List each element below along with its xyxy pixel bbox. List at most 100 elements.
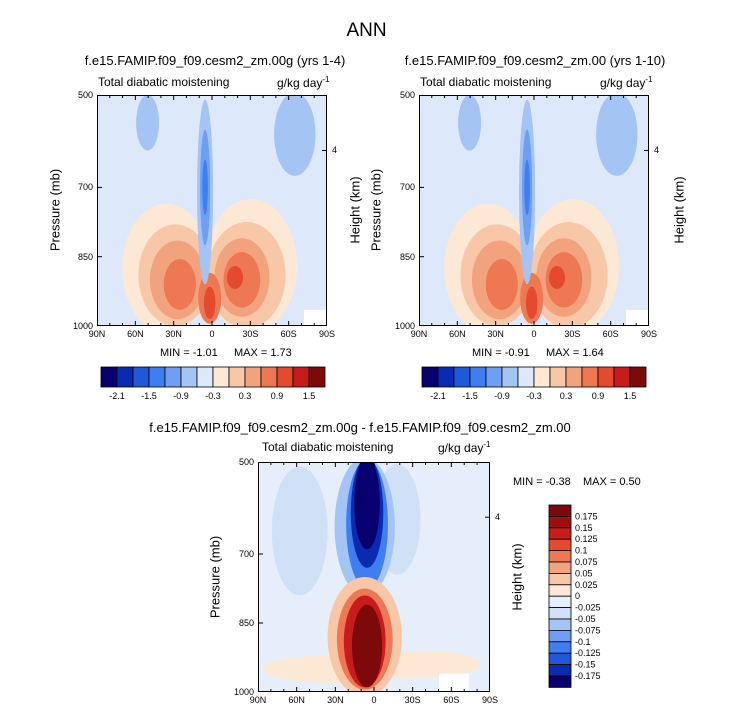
colorbar2-swatch [501, 366, 519, 388]
colorbar3-tick-label: 0.125 [575, 534, 598, 544]
colorbar1-tick-label: 1.5 [303, 391, 316, 401]
colorbar2-swatch [581, 366, 599, 388]
colorbar1-swatch [100, 366, 118, 388]
panel2-blue-nh-patch [458, 95, 482, 151]
colorbar2-tick-label: -0.3 [526, 391, 542, 401]
panel3-min: MIN = -0.38 [513, 476, 571, 488]
panel1-xtick-label: 90N [88, 329, 106, 339]
panel2-xtick-label: 60N [449, 329, 466, 339]
colorbar2-tick-label: -1.5 [462, 391, 478, 401]
panel2-variable-label: Total diabatic moistening [420, 75, 552, 89]
panel2-field [419, 95, 649, 326]
panel2-ytick-label: 1000 [394, 321, 415, 331]
colorbar3-tick-label: 0.05 [575, 568, 593, 578]
panel3-red-core [351, 604, 383, 688]
colorbar1-swatch [308, 366, 326, 388]
colorbar2-tick-label: -2.1 [430, 391, 446, 401]
panel3-ytick-label: 700 [238, 549, 254, 559]
panel2-units-exp: -1 [645, 75, 653, 84]
panel3-variable-label: Total diabatic moistening [262, 440, 394, 454]
panel3-xtick-label: 0 [371, 695, 377, 705]
panel2-min: MIN = -0.91 [472, 347, 530, 359]
colorbar1-tick-label: 0.3 [239, 391, 252, 401]
colorbar3-tick-label: 0 [575, 591, 580, 601]
panel3-xtick-label: 90S [481, 695, 499, 705]
panel2-units: g/kg day-1 [600, 75, 653, 90]
panel1-blue-sh-patch [274, 95, 316, 176]
panel3-ytick-label: 850 [238, 618, 254, 628]
colorbar2-swatch [533, 366, 551, 388]
colorbar2-tick-label: 0.9 [592, 391, 605, 401]
colorbar1-swatch [164, 366, 182, 388]
colorbar1-swatch [212, 366, 230, 388]
panel3-xtick-label: 30N [327, 695, 344, 705]
panel2-title: f.e15.FAMIP.f09_f09.cesm2_zm.00 (yrs 1-1… [404, 53, 666, 68]
colorbar1-tick-label: -0.3 [205, 391, 221, 401]
panel1-contour-plot [97, 95, 327, 326]
colorbar3-tick-label: 0.15 [575, 523, 593, 533]
panel1-units-text: g/kg day [277, 76, 323, 90]
panel1-colorbar: -2.1-1.5-0.9-0.30.30.91.52.1 [100, 366, 326, 401]
panel2-ytick-label: 850 [399, 251, 415, 262]
colorbar3-swatch [548, 664, 572, 677]
panel2-blue-sh-patch [596, 95, 638, 176]
panel2-contour-plot [419, 95, 649, 326]
colorbar1-swatch [228, 366, 246, 388]
colorbar1-tick-label: -2.1 [109, 391, 125, 401]
panel1-missing-data [304, 309, 327, 326]
panel3-xtick-label: 30S [404, 695, 421, 705]
panel3-ytick-label: 500 [238, 457, 254, 467]
panel3-right-ylabel: Height (km) [509, 543, 525, 611]
panel1-xtick-label: 0 [209, 329, 215, 339]
panel3-units-text: g/kg day [438, 441, 484, 455]
colorbar3-swatch [548, 652, 572, 665]
colorbar3-tick-label: -0.125 [575, 648, 601, 658]
colorbar2-swatch [565, 366, 583, 388]
panel1-red-eq-core [203, 286, 216, 320]
colorbar1-swatch [132, 366, 150, 388]
panel3-max: MAX = 0.50 [583, 476, 641, 488]
panel1-ytick-label: 1000 [72, 321, 93, 331]
colorbar3-swatch [548, 607, 572, 620]
colorbar2-swatch [629, 366, 647, 388]
colorbar1-swatch [260, 366, 278, 388]
panel1-units: g/kg day-1 [277, 75, 330, 90]
colorbar3-swatch [548, 504, 572, 517]
panel2-red-nh-l3 [485, 259, 518, 310]
panel1-blue-eq-core [202, 159, 208, 216]
panel2-xtick-label: 90S [640, 329, 658, 339]
panel3-contour-plot [258, 462, 490, 692]
panel1-units-exp: -1 [322, 75, 330, 84]
panel2-ytick-label: 700 [399, 182, 415, 193]
colorbar3-swatch [548, 550, 572, 563]
colorbar2-swatch [549, 366, 567, 388]
colorbar2-tick-label: 1.5 [624, 391, 637, 401]
colorbar3-swatch [548, 595, 572, 608]
panel3-xtick-label: 60S [443, 695, 460, 705]
colorbar2-swatch [597, 366, 615, 388]
colorbar3-swatch [548, 618, 572, 631]
figure-title: ANN [346, 20, 387, 41]
panel2-missing-data [626, 309, 649, 326]
panel3-units: g/kg day-1 [438, 440, 491, 455]
panel3-pale-blue-n [271, 466, 328, 596]
colorbar2-swatch [453, 366, 471, 388]
panel2-xtick-label: 30N [487, 329, 504, 339]
colorbar2-swatch [421, 366, 439, 388]
colorbar3-tick-label: -0.15 [575, 660, 596, 670]
colorbar3-tick-label: -0.025 [575, 603, 601, 613]
colorbar1-swatch [148, 366, 166, 388]
panel2-right-tick-label: 4 [654, 145, 660, 156]
colorbar3-swatch [548, 561, 572, 574]
panel2-units-text: g/kg day [600, 76, 646, 90]
panel1-ylabel: Pressure (mb) [47, 168, 63, 252]
panel3-title: f.e15.FAMIP.f09_f09.cesm2_zm.00g - f.e15… [149, 420, 571, 435]
panel2-red-sh-core [548, 265, 566, 290]
colorbar1-swatch [276, 366, 294, 388]
colorbar1-swatch [244, 366, 262, 388]
colorbar3-tick-label: -0.1 [575, 637, 591, 647]
panel1-variable-label: Total diabatic moistening [98, 75, 230, 89]
panel3-field [258, 462, 490, 692]
panel1-right-tick-label: 4 [332, 145, 338, 156]
panel1-ytick-label: 850 [77, 251, 93, 262]
